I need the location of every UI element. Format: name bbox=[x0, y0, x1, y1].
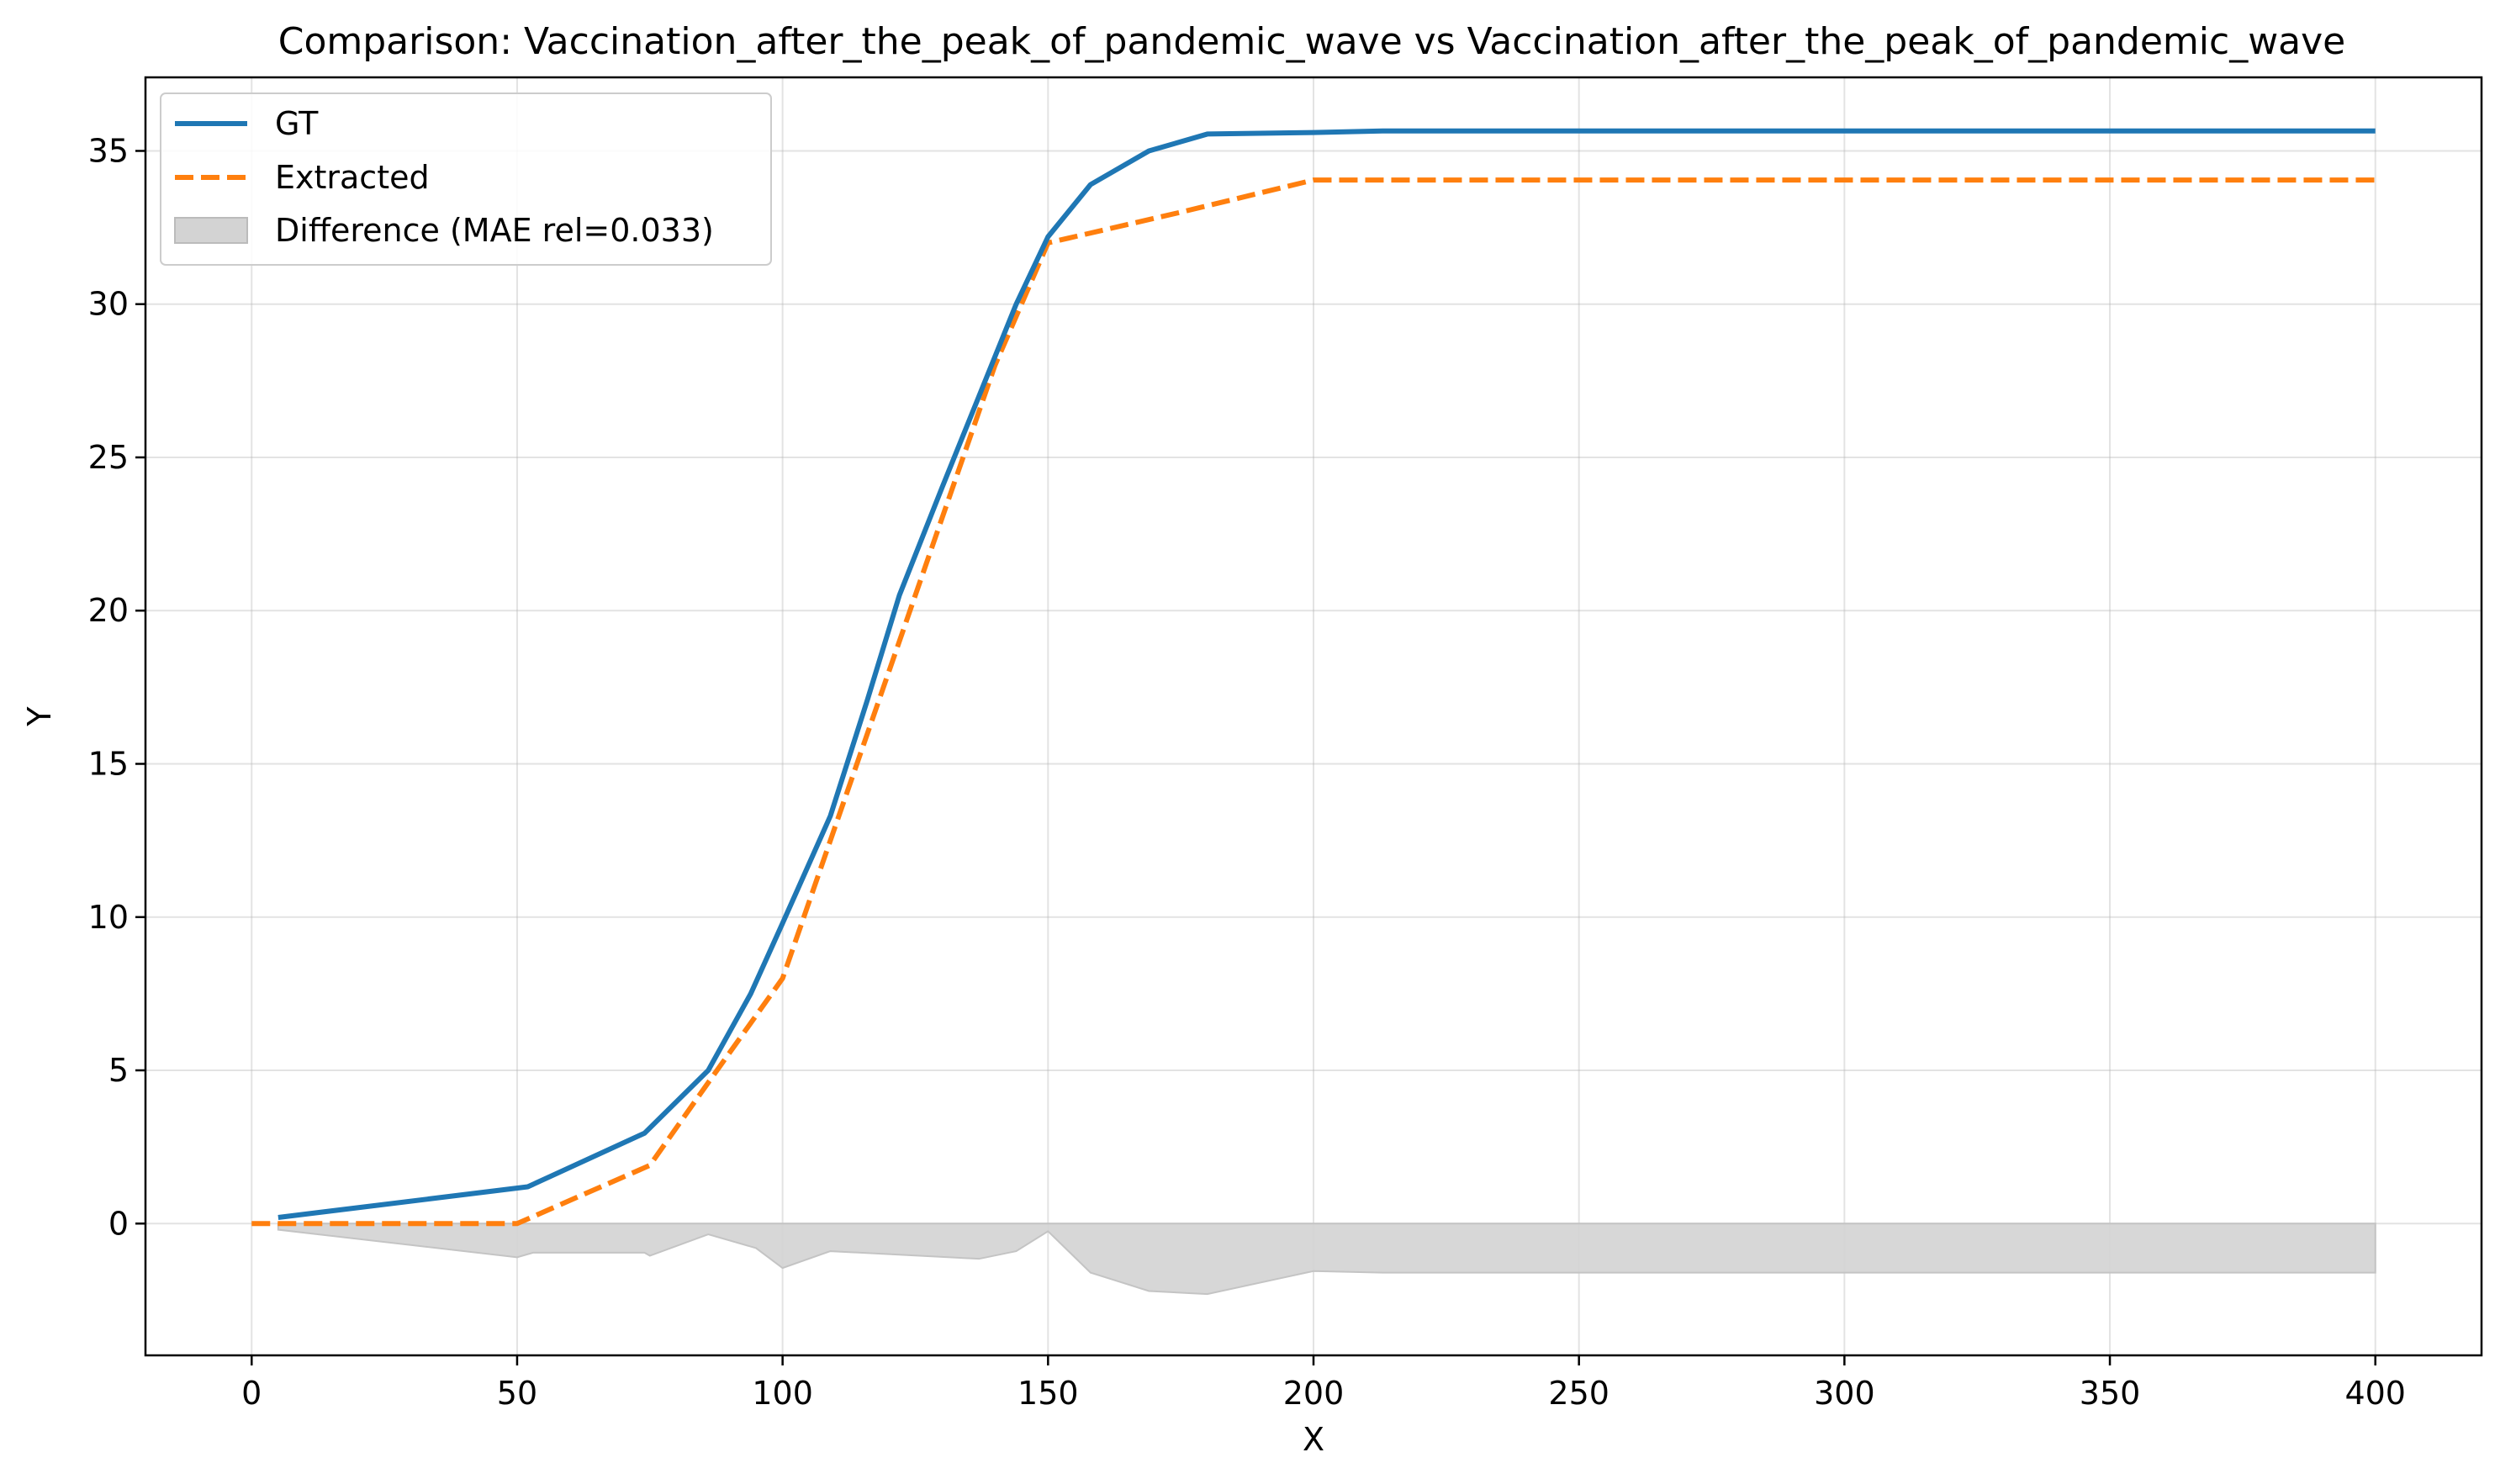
x-axis-ticks: 0 50 100 150 200 250 300 350 400 bbox=[241, 1355, 2406, 1412]
x-tick-label: 200 bbox=[1283, 1375, 1345, 1412]
x-tick-label: 300 bbox=[1814, 1375, 1875, 1412]
x-tick-label: 0 bbox=[241, 1375, 262, 1412]
x-axis-label: X bbox=[1303, 1421, 1324, 1458]
y-tick-label: 5 bbox=[108, 1052, 129, 1089]
legend-label-extracted: Extracted bbox=[275, 159, 430, 196]
x-tick-label: 350 bbox=[2080, 1375, 2141, 1412]
difference-area-path bbox=[277, 1223, 2376, 1296]
extracted-series-line bbox=[251, 177, 2376, 1227]
x-tick-label: 50 bbox=[497, 1375, 537, 1412]
legend-label-difference: Difference (MAE rel=0.033) bbox=[275, 212, 714, 249]
legend-label-gt: GT bbox=[275, 105, 319, 142]
y-tick-label: 20 bbox=[88, 592, 129, 629]
y-axis-label: Y bbox=[21, 706, 58, 727]
x-tick-label: 100 bbox=[752, 1375, 813, 1412]
y-tick-label: 30 bbox=[88, 286, 129, 323]
gt-series-line bbox=[278, 128, 2376, 1220]
legend-swatch-difference bbox=[174, 217, 248, 244]
x-tick-label: 400 bbox=[2344, 1375, 2406, 1412]
y-tick-label: 25 bbox=[88, 439, 129, 476]
x-tick-label: 250 bbox=[1548, 1375, 1610, 1412]
x-tick-label: 150 bbox=[1018, 1375, 1079, 1412]
y-tick-label: 10 bbox=[88, 899, 129, 936]
y-tick-label: 35 bbox=[88, 132, 129, 169]
difference-area bbox=[277, 1223, 2376, 1296]
y-tick-label: 0 bbox=[108, 1205, 129, 1242]
legend-box bbox=[160, 92, 772, 266]
series-lines bbox=[251, 128, 2376, 1227]
legend: GT Extracted Difference (MAE rel=0.033) bbox=[160, 92, 772, 266]
chart-title: Comparison: Vaccination_after_the_peak_o… bbox=[278, 20, 2346, 63]
y-tick-label: 15 bbox=[88, 745, 129, 782]
y-axis-ticks: 0 5 10 15 20 25 30 35 bbox=[88, 132, 145, 1242]
